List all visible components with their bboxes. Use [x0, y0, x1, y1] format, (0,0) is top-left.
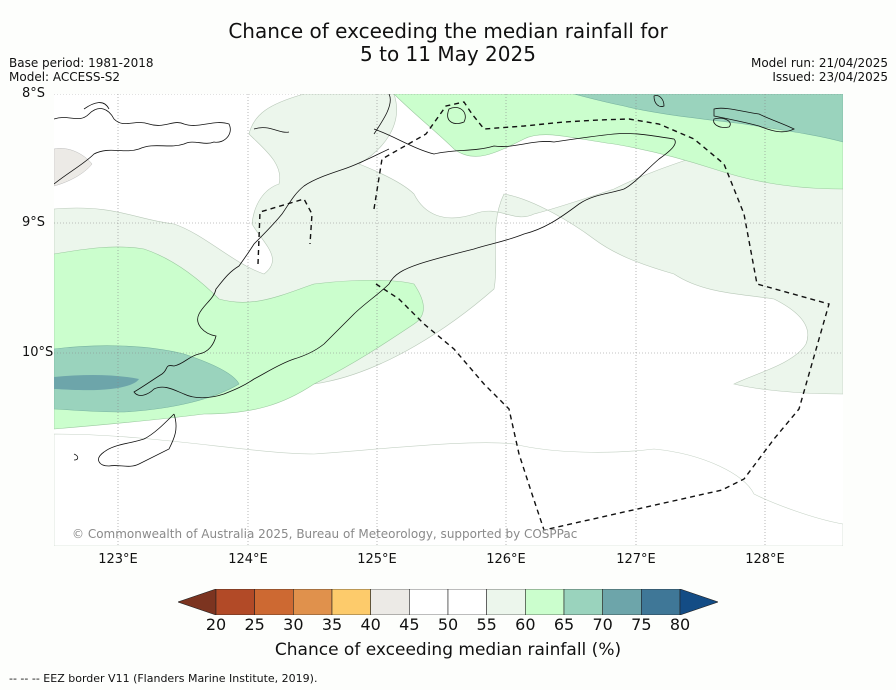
- colorbar-tick-label: 75: [631, 615, 652, 634]
- colorbar-segment: [331, 589, 371, 615]
- colorbar-segment: [602, 589, 642, 615]
- colorbar-segment: [641, 589, 681, 615]
- colorbar-segment: [293, 589, 333, 615]
- lat-label-8s: 8°S: [22, 86, 46, 101]
- band-lower-faint: [54, 433, 843, 546]
- colorbar-segment: [486, 589, 526, 615]
- lon-label-126e: 126°E: [486, 552, 526, 567]
- colorbar-segment: [409, 589, 449, 615]
- band-65-70-top: [573, 94, 843, 143]
- map-svg: [54, 94, 843, 546]
- band-65-70-left: [54, 345, 240, 413]
- lat-label-10s: 10°S: [22, 345, 54, 360]
- colorbar-tick-label: 80: [669, 615, 691, 634]
- map-title: Chance of exceeding the median rainfall …: [0, 20, 896, 66]
- colorbar-segment: [447, 589, 487, 615]
- colorbar-tick-label: 35: [321, 615, 343, 634]
- meta-left: Base period: 1981-2018 Model: ACCESS-S2: [9, 56, 154, 84]
- eez-border-line: [257, 101, 830, 531]
- coastlines: [54, 94, 795, 467]
- colorbar-tick-label: 60: [515, 615, 536, 634]
- issued-date: Issued: 23/04/2025: [772, 70, 888, 84]
- meta-right: Model run: 21/04/2025 Issued: 23/04/2025: [751, 56, 888, 84]
- colorbar-title: Chance of exceeding median rainfall (%): [274, 640, 622, 660]
- colorbar: [178, 589, 718, 615]
- lon-label-128e: 128°E: [745, 552, 785, 567]
- lon-label-124e: 124°E: [228, 552, 268, 567]
- lat-label-9s: 9°S: [22, 215, 46, 230]
- eez-footnote: -- -- -- EEZ border V11 (Flanders Marine…: [9, 672, 318, 685]
- colorbar-tick-label: 55: [476, 615, 497, 634]
- colorbar-arrow-low: [178, 589, 217, 615]
- colorbar-tick-label: 40: [360, 615, 381, 634]
- lon-label-127e: 127°E: [616, 552, 656, 567]
- colorbar-tick-label: 25: [244, 615, 265, 634]
- colorbar-segment: [563, 589, 603, 615]
- colorbar-tick-label: 50: [437, 615, 459, 634]
- colorbar-segment: [215, 589, 255, 615]
- base-period: Base period: 1981-2018: [9, 56, 154, 70]
- colorbar-tick-label: 20: [205, 615, 227, 634]
- colorbar-arrow-high: [679, 589, 718, 615]
- model-name: Model: ACCESS-S2: [9, 70, 121, 84]
- title-line-1: Chance of exceeding the median rainfall …: [228, 19, 668, 43]
- title-line-2: 5 to 11 May 2025: [360, 42, 536, 66]
- map-area: [54, 94, 843, 546]
- copyright-notice: © Commonwealth of Australia 2025, Bureau…: [72, 527, 578, 541]
- band-40-45-left: [54, 148, 93, 187]
- band-70-75-left: [54, 374, 139, 391]
- colorbar-segment: [254, 589, 294, 615]
- grid-lines: [54, 94, 843, 546]
- colorbar-segment: [370, 589, 410, 615]
- model-run: Model run: 21/04/2025: [750, 56, 888, 70]
- colorbar-tick-label: 70: [592, 615, 613, 634]
- colorbar-tick-label: 65: [553, 615, 575, 634]
- lon-label-125e: 125°E: [357, 552, 397, 567]
- colorbar-tick-label: 45: [399, 615, 420, 634]
- colorbar-segment: [525, 589, 565, 615]
- lon-label-123e: 123°E: [98, 552, 138, 567]
- colorbar-tick-label: 30: [283, 615, 304, 634]
